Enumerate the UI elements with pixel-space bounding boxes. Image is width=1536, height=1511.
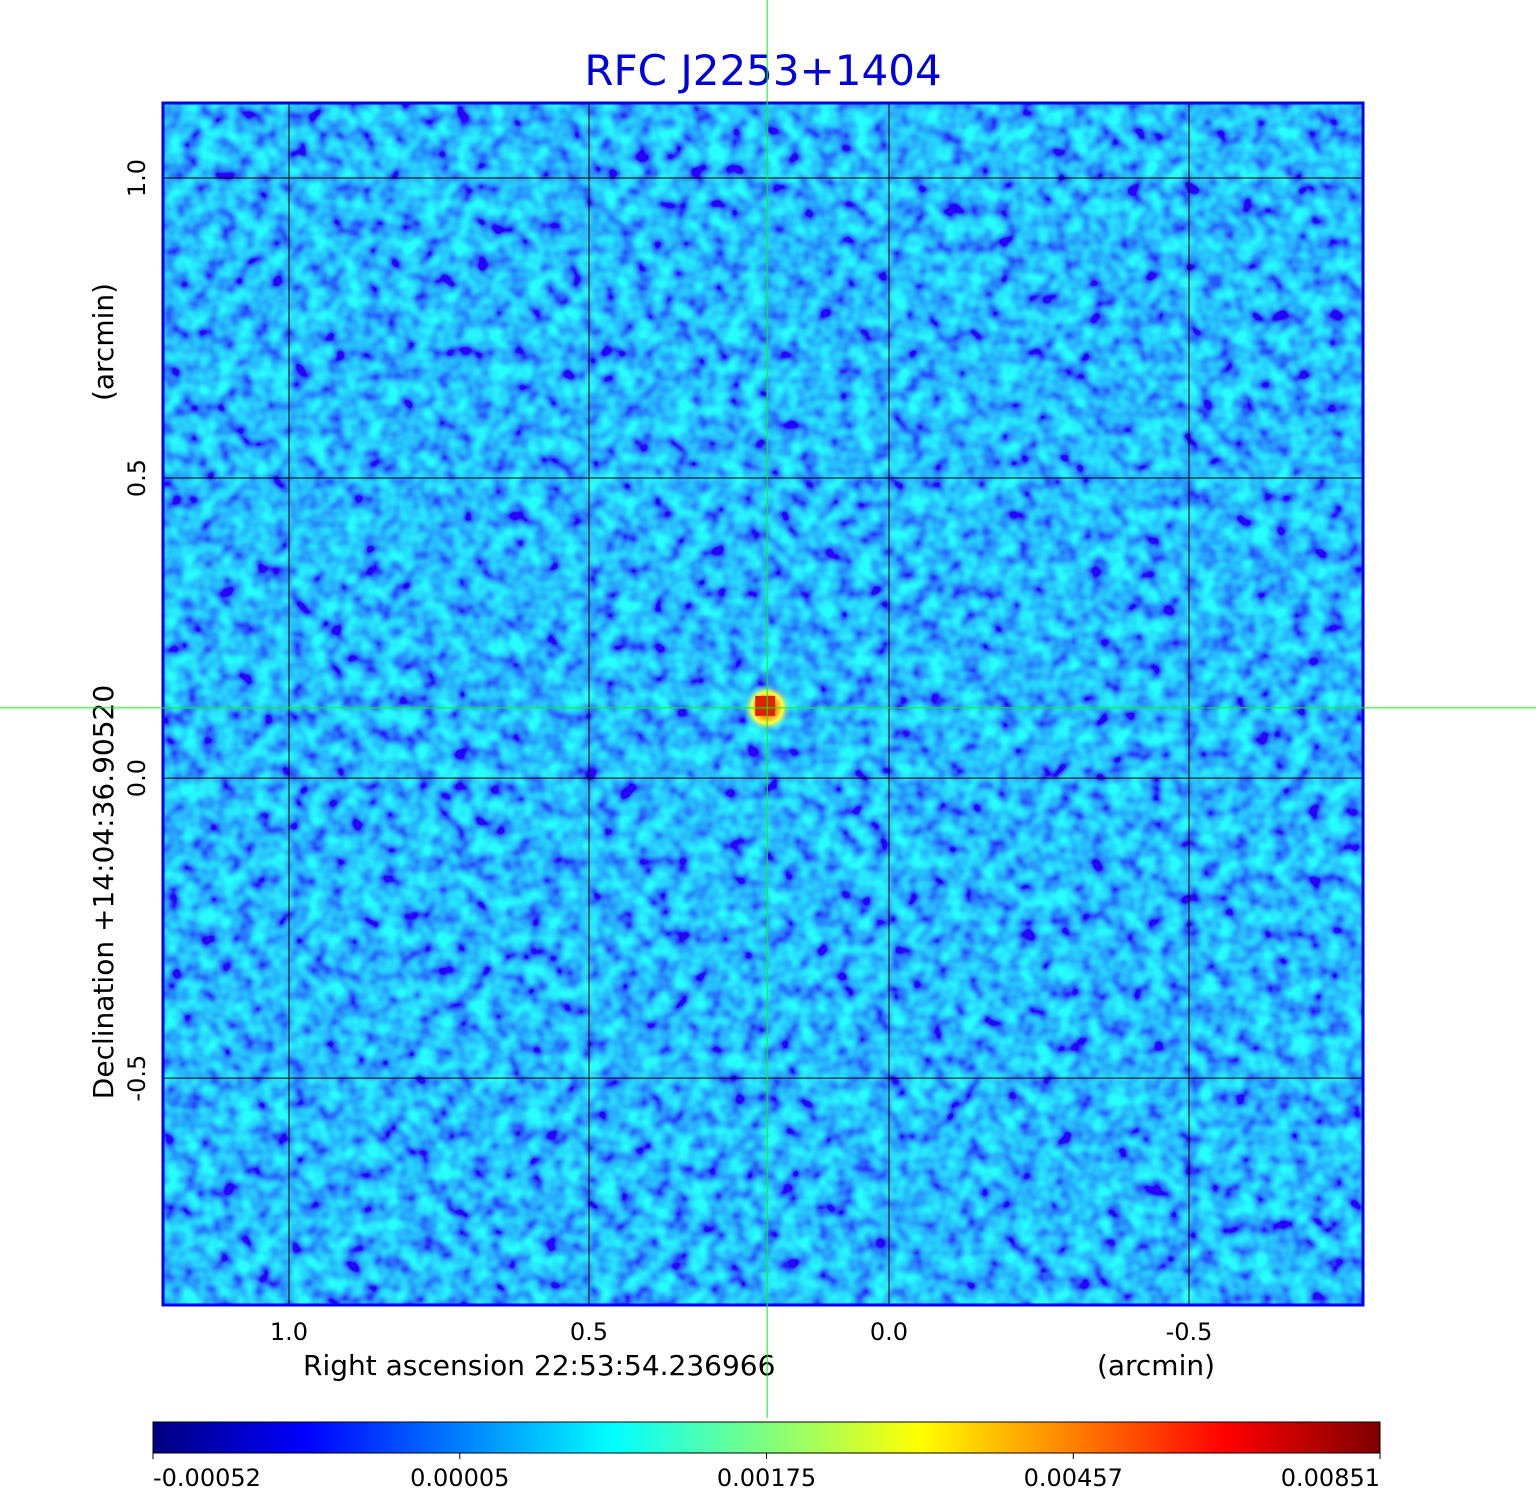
x-axis-label: Right ascension 22:53:54.236966 — [303, 1349, 775, 1382]
colorbar-tick-label: 0.00175 — [717, 1464, 816, 1492]
x-tick-label: -0.5 — [1166, 1318, 1213, 1346]
colorbar — [152, 1421, 1381, 1454]
x-tick-label: 0.5 — [570, 1318, 608, 1346]
y-tick-label: 0.0 — [123, 759, 151, 797]
colorbar-tick-label: 0.00851 — [1281, 1464, 1380, 1492]
colorbar-tick-label: 0.00457 — [1024, 1464, 1123, 1492]
y-tick-label: 0.5 — [123, 459, 151, 497]
plot-frame — [161, 101, 1365, 1307]
y-tick-label: -0.5 — [123, 1055, 151, 1102]
source-core — [755, 695, 776, 716]
colorbar-tick-label: -0.00052 — [153, 1464, 261, 1492]
y-axis-label: Declination +14:04:36.90520 — [87, 685, 120, 1099]
colorbar-tick-label: 0.00005 — [410, 1464, 509, 1492]
x-tick-label: 1.0 — [270, 1318, 308, 1346]
y-tick-label: 1.0 — [123, 159, 151, 197]
y-axis-unit: (arcmin) — [87, 283, 120, 401]
x-tick-label: 0.0 — [870, 1318, 908, 1346]
chart-title: RFC J2253+1404 — [584, 46, 941, 95]
x-axis-unit: (arcmin) — [1097, 1349, 1215, 1382]
